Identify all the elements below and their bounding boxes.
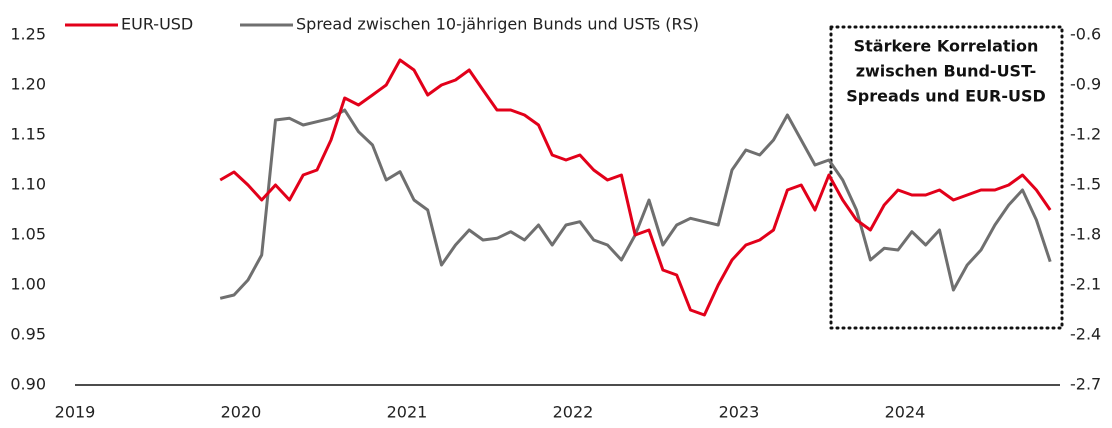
y-tick-label: 1.15 — [10, 125, 46, 144]
y2-tick-label: -0.6 — [1070, 25, 1101, 44]
y2-tick-label: -2.1 — [1070, 275, 1101, 294]
y2-tick-label: -2.4 — [1070, 325, 1101, 344]
y2-tick-label: -2.7 — [1070, 375, 1101, 394]
x-tick-label: 2023 — [719, 403, 760, 422]
x-tick-label: 2020 — [221, 403, 262, 422]
y-tick-label: 0.95 — [10, 325, 46, 344]
annotation-line: Spreads und EUR-USD — [846, 87, 1046, 106]
y2-tick-label: -1.2 — [1070, 125, 1101, 144]
y-tick-label: 1.10 — [10, 175, 46, 194]
annotation-line: Stärkere Korrelation — [854, 37, 1039, 56]
legend-label: EUR-USD — [121, 15, 193, 34]
x-tick-label: 2024 — [885, 403, 926, 422]
series-line — [219, 58, 1052, 317]
y2-tick-label: -1.8 — [1070, 225, 1101, 244]
series-line — [219, 108, 1052, 300]
y-tick-label: 1.20 — [10, 75, 46, 94]
legend-label: Spread zwischen 10-jährigen Bunds und US… — [296, 15, 699, 34]
annotation-line: zwischen Bund-UST- — [856, 62, 1037, 81]
y-tick-label: 0.90 — [10, 375, 46, 394]
x-tick-label: 2022 — [553, 403, 594, 422]
y2-tick-label: -1.5 — [1070, 175, 1101, 194]
x-tick-label: 2021 — [387, 403, 428, 422]
x-tick-label: 2019 — [55, 403, 96, 422]
y-tick-label: 1.00 — [10, 275, 46, 294]
y2-tick-label: -0.9 — [1070, 75, 1101, 94]
y-tick-label: 1.05 — [10, 225, 46, 244]
y-tick-label: 1.25 — [10, 25, 46, 44]
